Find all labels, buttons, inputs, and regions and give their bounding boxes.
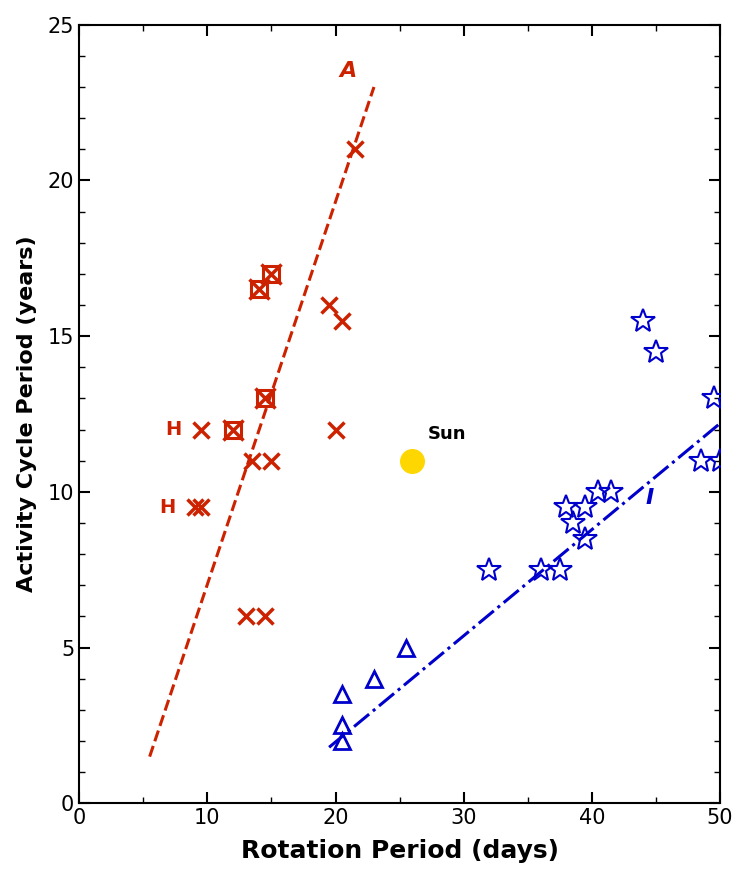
- Text: I: I: [646, 488, 654, 508]
- Text: A: A: [340, 62, 357, 81]
- Y-axis label: Activity Cycle Period (years): Activity Cycle Period (years): [16, 236, 37, 592]
- Text: H: H: [166, 420, 182, 439]
- X-axis label: Rotation Period (days): Rotation Period (days): [241, 840, 559, 863]
- Text: H: H: [159, 498, 176, 517]
- Text: Sun: Sun: [427, 425, 466, 443]
